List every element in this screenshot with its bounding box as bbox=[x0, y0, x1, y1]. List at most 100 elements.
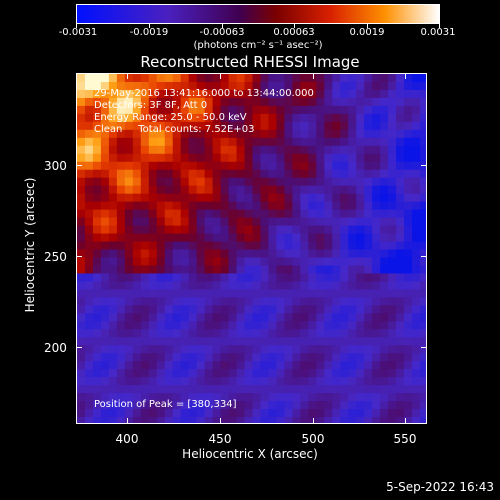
image-pixel bbox=[92, 337, 102, 346]
image-pixel bbox=[188, 217, 198, 227]
image-pixel bbox=[148, 393, 158, 402]
image-pixel bbox=[196, 121, 206, 131]
image-pixel bbox=[132, 305, 142, 314]
image-pixel bbox=[132, 329, 142, 338]
image-pixel bbox=[276, 137, 286, 147]
image-pixel bbox=[212, 241, 222, 251]
image-pixel bbox=[220, 145, 230, 155]
image-pixel bbox=[340, 74, 349, 83]
image-pixel bbox=[404, 393, 413, 402]
image-pixel bbox=[404, 369, 413, 378]
image-pixel bbox=[348, 145, 357, 155]
image-pixel bbox=[77, 337, 86, 346]
image-pixel bbox=[356, 185, 365, 195]
image-pixel bbox=[268, 81, 278, 91]
image-pixel bbox=[204, 97, 214, 107]
colorbar-unit: (photons cm⁻² s⁻¹ asec⁻²) bbox=[193, 40, 323, 51]
image-pixel bbox=[172, 361, 182, 370]
image-pixel bbox=[372, 281, 381, 290]
image-pixel bbox=[404, 105, 413, 115]
image-pixel bbox=[116, 185, 126, 195]
image-pixel bbox=[252, 393, 262, 402]
image-pixel bbox=[164, 281, 174, 290]
image-pixel bbox=[332, 121, 341, 131]
image-pixel bbox=[100, 273, 110, 283]
image-pixel bbox=[404, 361, 413, 370]
image-pixel bbox=[372, 321, 381, 330]
image-pixel bbox=[420, 113, 426, 123]
image-pixel bbox=[84, 89, 94, 99]
image-pixel bbox=[284, 169, 293, 179]
image-pixel bbox=[332, 393, 341, 402]
image-pixel bbox=[420, 81, 426, 91]
image-pixel bbox=[148, 257, 158, 267]
image-pixel bbox=[228, 297, 238, 306]
image-pixel bbox=[388, 289, 397, 298]
image-raster bbox=[77, 74, 426, 423]
image-pixel bbox=[116, 337, 126, 346]
image-pixel bbox=[404, 225, 413, 235]
image-pixel bbox=[372, 169, 381, 179]
image-pixel bbox=[308, 377, 317, 386]
image-pixel bbox=[284, 137, 293, 147]
image-pixel bbox=[124, 89, 134, 99]
image-pixel bbox=[220, 209, 230, 219]
image-pixel bbox=[196, 385, 206, 394]
image-pixel bbox=[412, 337, 421, 346]
image-pixel bbox=[276, 337, 286, 346]
image-pixel bbox=[124, 385, 134, 394]
y-tick-label: 200 bbox=[44, 341, 67, 355]
image-pixel bbox=[172, 113, 182, 123]
image-pixel bbox=[412, 121, 421, 131]
image-pixel bbox=[380, 369, 389, 378]
image-pixel bbox=[284, 209, 293, 219]
image-pixel bbox=[260, 361, 270, 370]
image-pixel bbox=[196, 193, 206, 203]
image-pixel bbox=[292, 113, 301, 123]
image-pixel bbox=[364, 249, 373, 259]
image-pixel bbox=[77, 385, 86, 394]
image-pixel bbox=[292, 105, 301, 115]
image-pixel bbox=[260, 257, 270, 267]
image-pixel bbox=[292, 129, 301, 139]
image-pixel bbox=[260, 137, 270, 147]
image-pixel bbox=[244, 337, 254, 346]
image-pixel bbox=[228, 321, 238, 330]
image-pixel bbox=[204, 377, 214, 386]
image-pixel bbox=[380, 113, 389, 123]
image-pixel bbox=[92, 113, 102, 123]
image-pixel bbox=[188, 337, 198, 346]
image-pixel bbox=[204, 153, 214, 163]
image-pixel bbox=[220, 321, 230, 330]
image-pixel bbox=[212, 105, 222, 115]
image-pixel bbox=[348, 113, 357, 123]
image-pixel bbox=[268, 153, 278, 163]
image-pixel bbox=[228, 153, 238, 163]
image-pixel bbox=[252, 201, 262, 211]
image-pixel bbox=[228, 361, 238, 370]
image-pixel bbox=[92, 153, 102, 163]
image-pixel bbox=[84, 169, 94, 179]
image-pixel bbox=[348, 121, 357, 131]
image-pixel bbox=[316, 201, 325, 211]
image-pixel bbox=[380, 121, 389, 131]
image-pixel bbox=[348, 153, 357, 163]
image-pixel bbox=[244, 297, 254, 306]
image-pixel bbox=[412, 217, 421, 227]
image-pixel bbox=[116, 105, 126, 115]
image-pixel bbox=[324, 377, 333, 386]
image-pixel bbox=[124, 257, 134, 267]
image-pixel bbox=[396, 137, 405, 147]
image-pixel bbox=[300, 113, 309, 123]
image-pixel bbox=[164, 121, 174, 131]
image-pixel bbox=[404, 337, 413, 346]
image-pixel bbox=[348, 161, 357, 171]
image-pixel bbox=[84, 121, 94, 131]
image-pixel bbox=[284, 305, 293, 314]
image-pixel bbox=[252, 313, 262, 322]
image-pixel bbox=[156, 257, 166, 267]
image-pixel bbox=[324, 74, 333, 83]
image-pixel bbox=[396, 217, 405, 227]
image-pixel bbox=[276, 121, 286, 131]
image-pixel bbox=[276, 289, 286, 298]
